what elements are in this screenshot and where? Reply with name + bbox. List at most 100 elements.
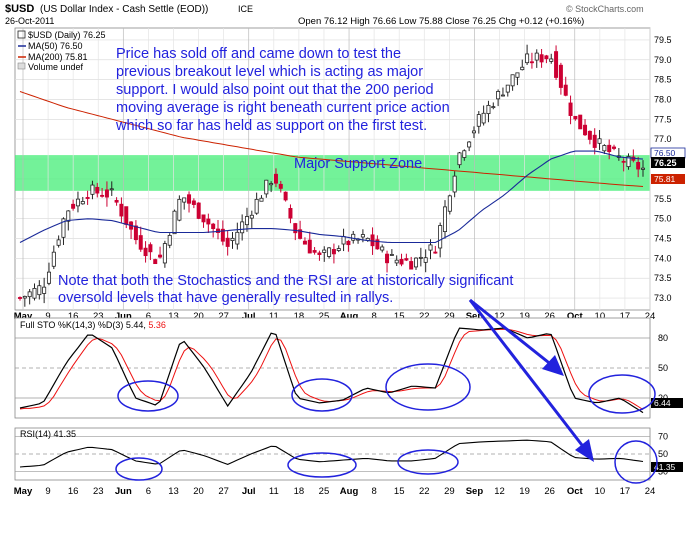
candle-body xyxy=(259,197,264,202)
x-axis-label: 12 xyxy=(494,486,505,497)
price-y-axis: 73.073.574.074.575.075.576.076.577.077.5… xyxy=(654,35,672,303)
candle-body xyxy=(597,138,602,144)
x-axis-label: 6 xyxy=(146,486,151,497)
candle-body xyxy=(414,257,419,268)
rsi-circle-june xyxy=(115,457,163,481)
candle-body xyxy=(563,84,568,96)
x-axis-label: 22 xyxy=(419,486,430,497)
candle-body xyxy=(249,214,254,219)
candle-body xyxy=(549,58,554,62)
badge-ma200-text: 75.81 xyxy=(654,174,676,184)
sto-label-prefix: Full STO %K(14,3) %D(3) 5.44, xyxy=(20,320,148,330)
candle-body xyxy=(481,112,486,124)
candle-body xyxy=(404,258,409,261)
sto-label-value: 5.36 xyxy=(148,320,166,330)
candle-body xyxy=(201,214,206,223)
major-support-zone xyxy=(15,155,650,191)
x-axis-label: 19 xyxy=(519,311,530,322)
x-axis-label: 16 xyxy=(68,486,79,497)
candle-body xyxy=(133,225,138,241)
candle-body xyxy=(447,195,452,212)
sto-k-line xyxy=(19,327,644,414)
candle-body xyxy=(85,197,90,199)
x-axis-label: 9 xyxy=(45,311,50,322)
x-axis-label: May xyxy=(14,486,33,497)
note1-line-2: previous breakout level which is acting … xyxy=(116,64,423,80)
candle-body xyxy=(534,52,539,61)
candle-body xyxy=(626,156,631,168)
x-axis-label: 12 xyxy=(494,311,505,322)
candle-body xyxy=(220,228,225,242)
candle-body xyxy=(254,198,259,214)
candle-body xyxy=(172,210,177,235)
x-axis-label: 27 xyxy=(218,486,229,497)
candle-body xyxy=(46,271,51,284)
candle-body xyxy=(331,249,336,255)
candle-body xyxy=(612,146,617,149)
x-axis-label: 13 xyxy=(168,311,179,322)
x-axis-label: 20 xyxy=(193,486,204,497)
legend-swatch-volume xyxy=(17,62,26,70)
candle-body xyxy=(467,141,472,148)
candle-body xyxy=(592,134,597,148)
candle-body xyxy=(515,72,520,78)
header-symbol: $USD xyxy=(5,3,34,15)
annotation-note-1: Price has sold off and came down to test… xyxy=(115,46,450,134)
candle-body xyxy=(162,243,167,264)
rsi-badge xyxy=(651,462,683,472)
legend-price: $USD (Daily) 76.25 xyxy=(28,30,106,40)
candle-body xyxy=(148,244,153,253)
candle-body xyxy=(278,183,283,189)
badge-ma200 xyxy=(651,174,685,184)
candle-body xyxy=(438,225,443,249)
candle-body xyxy=(380,246,385,251)
x-axis-label: 23 xyxy=(93,311,104,322)
candle-body xyxy=(607,144,612,153)
candle-body xyxy=(104,189,109,198)
x-axis-label: 6 xyxy=(146,311,151,322)
candle-body xyxy=(409,261,414,270)
candle-body xyxy=(283,191,288,201)
x-axis-label: 29 xyxy=(444,486,455,497)
candle-body xyxy=(375,239,380,250)
rsi-circle-august xyxy=(397,449,459,475)
candle-body xyxy=(317,252,322,255)
candle-body xyxy=(302,240,307,245)
candle-body xyxy=(196,202,201,219)
candle-body xyxy=(293,223,298,234)
ma50-line xyxy=(19,150,644,244)
candle-body xyxy=(244,216,249,226)
price-ytick-label: 75.0 xyxy=(654,214,672,224)
candle-body xyxy=(558,64,563,88)
candle-body xyxy=(51,251,56,267)
candle-body xyxy=(327,247,332,257)
candle-body xyxy=(42,286,47,294)
price-ytick-label: 73.0 xyxy=(654,293,672,303)
candle-body xyxy=(322,249,327,253)
note1-line-1: Price has sold off and came down to test… xyxy=(116,46,401,62)
candle-body xyxy=(641,167,646,170)
sto-circle-october xyxy=(588,374,656,414)
price-ytick-label: 79.5 xyxy=(654,35,672,45)
candle-body xyxy=(124,206,129,225)
x-axis-label: 18 xyxy=(294,311,305,322)
rsi-ytick-label: 50 xyxy=(658,449,668,459)
price-ytick-label: 75.5 xyxy=(654,194,672,204)
arrow-to-sto-head xyxy=(542,355,564,376)
candle-body xyxy=(636,162,641,170)
candle-body xyxy=(56,239,61,246)
candle-body xyxy=(346,240,351,246)
candle-body xyxy=(525,53,530,64)
candle-body xyxy=(153,259,158,265)
badge-close-text: 76.25 xyxy=(654,158,677,168)
candle-body xyxy=(505,84,510,93)
badge-close xyxy=(651,157,685,168)
legend-ma50: MA(50) 76.50 xyxy=(28,41,83,51)
price-ytick-label: 77.0 xyxy=(654,134,672,144)
support-zone-label: Major Support Zone xyxy=(294,156,422,172)
candle-body xyxy=(95,186,100,194)
candle-body xyxy=(27,291,32,298)
candle-body xyxy=(61,218,66,238)
x-axis-label: Sep xyxy=(466,311,484,322)
